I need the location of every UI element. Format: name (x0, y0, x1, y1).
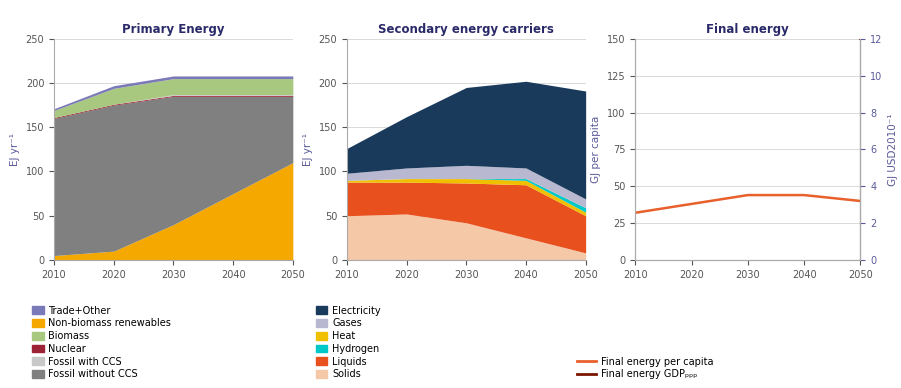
Y-axis label: GJ USD2010⁻¹: GJ USD2010⁻¹ (888, 113, 898, 185)
Title: Primary Energy: Primary Energy (123, 23, 224, 36)
Y-axis label: EJ yr⁻¹: EJ yr⁻¹ (303, 133, 313, 166)
Title: Secondary energy carriers: Secondary energy carriers (378, 23, 554, 36)
Title: Final energy: Final energy (706, 23, 789, 36)
Y-axis label: EJ yr⁻¹: EJ yr⁻¹ (10, 133, 20, 166)
Legend: Final energy per capita, Final energy GDPₚₚₚ: Final energy per capita, Final energy GD… (577, 357, 714, 379)
Legend: Electricity, Gases, Heat, Hydrogen, Liquids, Solids: Electricity, Gases, Heat, Hydrogen, Liqu… (315, 306, 381, 379)
Y-axis label: GJ per capita: GJ per capita (591, 116, 601, 183)
Legend: Trade+Other, Non-biomass renewables, Biomass, Nuclear, Fossil with CCS, Fossil w: Trade+Other, Non-biomass renewables, Bio… (32, 306, 171, 379)
